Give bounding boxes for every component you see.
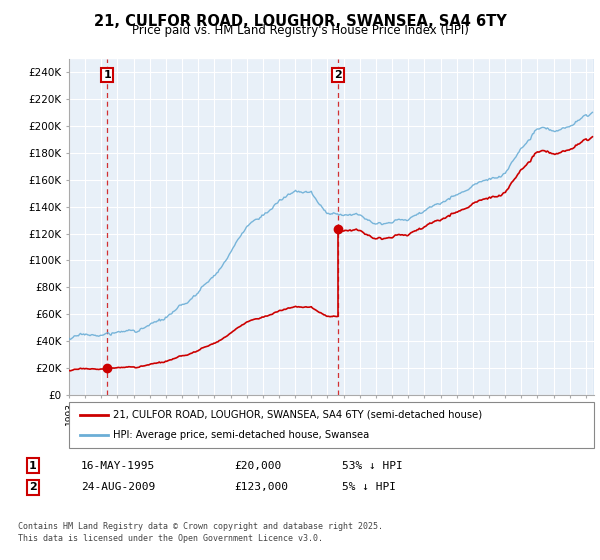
Text: £123,000: £123,000 — [234, 482, 288, 492]
Text: 5% ↓ HPI: 5% ↓ HPI — [342, 482, 396, 492]
Text: 2: 2 — [334, 70, 341, 80]
Text: Contains HM Land Registry data © Crown copyright and database right 2025.
This d: Contains HM Land Registry data © Crown c… — [18, 522, 383, 543]
Text: 16-MAY-1995: 16-MAY-1995 — [81, 461, 155, 471]
Text: 53% ↓ HPI: 53% ↓ HPI — [342, 461, 403, 471]
Text: Price paid vs. HM Land Registry's House Price Index (HPI): Price paid vs. HM Land Registry's House … — [131, 24, 469, 37]
Text: 1: 1 — [29, 461, 37, 471]
Text: HPI: Average price, semi-detached house, Swansea: HPI: Average price, semi-detached house,… — [113, 430, 369, 440]
Text: 2: 2 — [29, 482, 37, 492]
Text: 21, CULFOR ROAD, LOUGHOR, SWANSEA, SA4 6TY: 21, CULFOR ROAD, LOUGHOR, SWANSEA, SA4 6… — [94, 14, 506, 29]
Text: 1: 1 — [103, 70, 111, 80]
Text: £20,000: £20,000 — [234, 461, 281, 471]
Text: 21, CULFOR ROAD, LOUGHOR, SWANSEA, SA4 6TY (semi-detached house): 21, CULFOR ROAD, LOUGHOR, SWANSEA, SA4 6… — [113, 410, 482, 420]
Text: 24-AUG-2009: 24-AUG-2009 — [81, 482, 155, 492]
